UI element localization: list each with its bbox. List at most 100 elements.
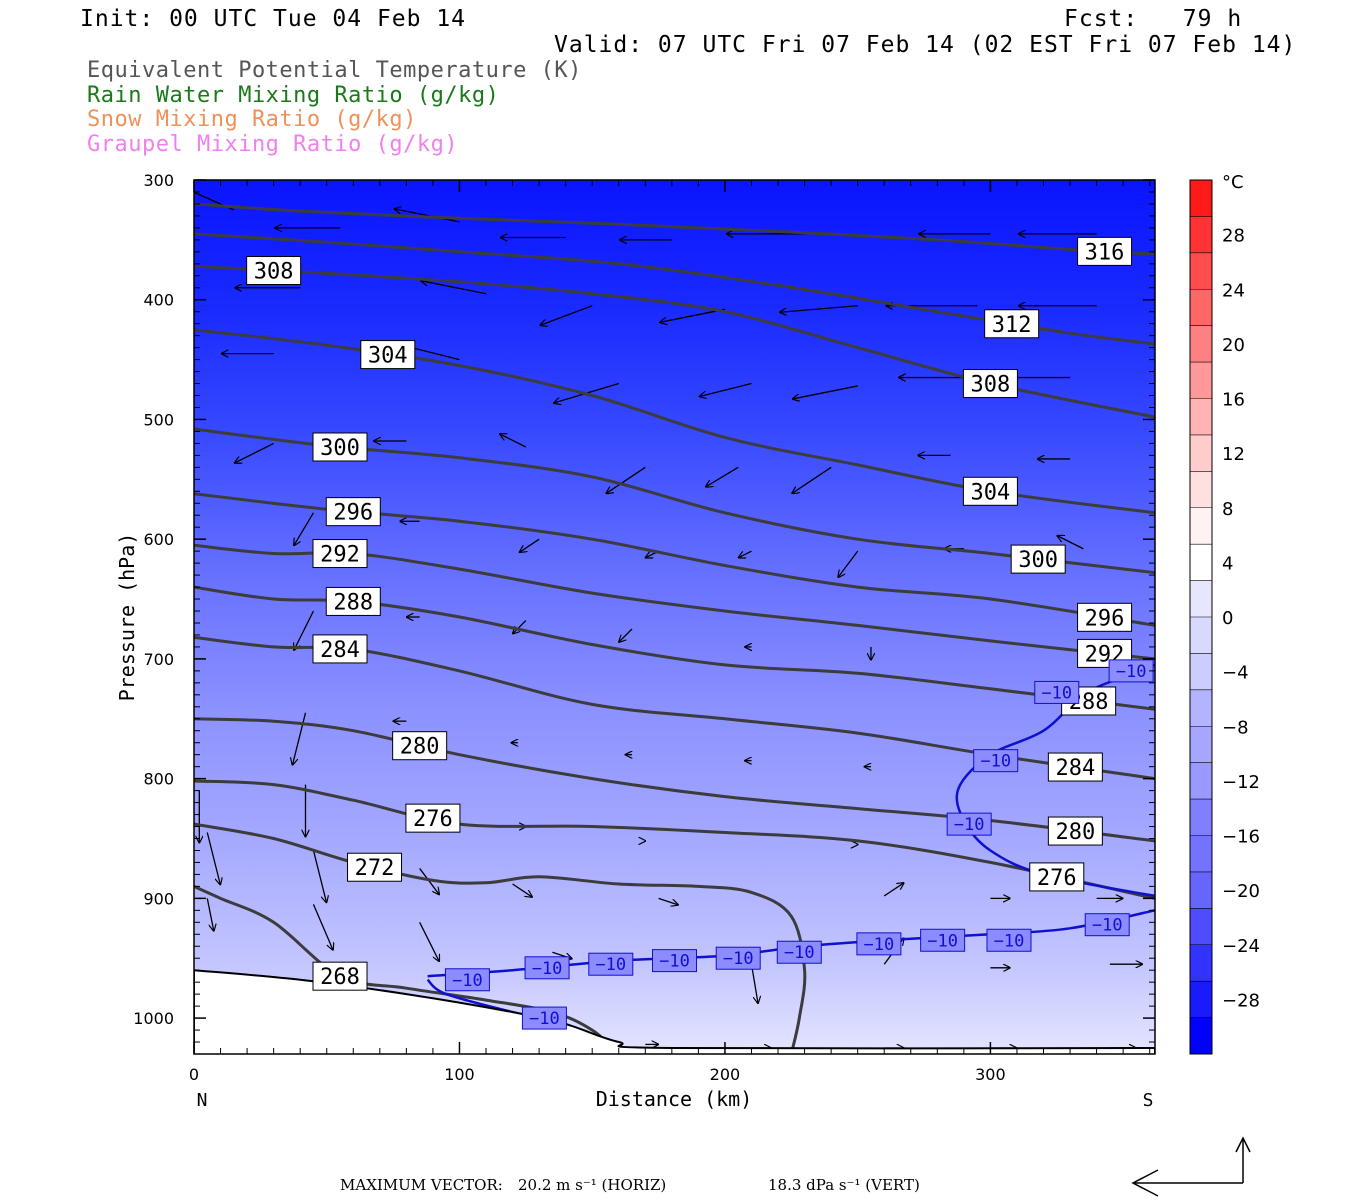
theta-e-label-284: 284 (312, 634, 368, 664)
colorbar-label: −16 (1222, 827, 1260, 848)
svg-text:296: 296 (1085, 606, 1125, 631)
colorbar-swatch (1190, 398, 1212, 436)
colorbar-swatch (1190, 252, 1212, 290)
wind-vector-arrow (206, 898, 214, 931)
wind-vector-arrow (500, 434, 527, 448)
svg-text:292: 292 (320, 543, 360, 568)
wind-vector-arrow (838, 550, 859, 577)
svg-text:−10: −10 (1092, 916, 1123, 936)
colorbar-swatch (1190, 362, 1212, 399)
temperature-label-minus10: −10 (524, 956, 570, 980)
svg-text:268: 268 (320, 965, 360, 990)
wind-vector-arrow (235, 442, 274, 463)
max-vector-vert: 18.3 dPa s⁻¹ (VERT) (768, 1176, 920, 1194)
wind-vector-arrow (699, 382, 752, 397)
theta-e-label-280: 280 (392, 731, 448, 761)
svg-text:276: 276 (413, 807, 453, 832)
y-tick-label: 500 (143, 410, 174, 429)
svg-text:−10: −10 (659, 952, 690, 972)
init-time: Init: 00 UTC Tue 04 Feb 14 (80, 6, 467, 32)
svg-text:−10: −10 (595, 955, 626, 975)
colorbar-swatch (1190, 689, 1212, 727)
svg-text:304: 304 (368, 344, 408, 369)
svg-text:−10: −10 (994, 931, 1025, 951)
wind-vector-arrow (793, 385, 858, 399)
colorbar-label: 24 (1222, 280, 1245, 301)
wind-vector-arrow (407, 347, 460, 361)
wind-vectors (194, 191, 1142, 1048)
wind-vector-arrow (513, 620, 527, 634)
x-tick-label: 200 (710, 1065, 741, 1084)
wind-vector-arrow (780, 305, 858, 313)
svg-text:304: 304 (971, 480, 1011, 505)
temperature-label-minus10: −10 (1034, 680, 1080, 704)
max-vector-horiz: 20.2 m s⁻¹ (HORIZ) (518, 1176, 667, 1194)
colorbar-swatch (1190, 580, 1212, 618)
colorbar-swatch (1190, 653, 1212, 691)
colorbar-label: 8 (1222, 499, 1233, 520)
svg-text:−10: −10 (532, 959, 563, 979)
svg-text:−10: −10 (1041, 683, 1072, 703)
svg-text:−10: −10 (723, 949, 754, 969)
colorbar-swatch (1190, 289, 1212, 327)
wind-vector-arrow (206, 832, 220, 885)
svg-text:−10: −10 (864, 935, 895, 955)
wind-vector-arrow (658, 897, 679, 905)
temperature-label-minus10: −10 (588, 952, 634, 976)
wind-vector-arrow (421, 281, 487, 295)
wind-vector-arrow (619, 628, 633, 642)
svg-text:280: 280 (1055, 820, 1095, 845)
wind-vector-arrow (750, 964, 758, 1003)
wind-vector-arrow (394, 209, 460, 223)
colorbar-label: −12 (1222, 772, 1260, 793)
svg-text:276: 276 (1037, 866, 1077, 891)
colorbar-swatch (1190, 726, 1212, 764)
wind-vector-arrow (883, 883, 904, 897)
colorbar-swatch (1190, 544, 1212, 582)
svg-text:−10: −10 (980, 752, 1011, 772)
y-tick-label: 400 (143, 291, 174, 310)
wind-vector-arrow (1057, 536, 1084, 550)
temperature-label-minus10: −10 (946, 812, 992, 836)
svg-text:296: 296 (333, 501, 373, 526)
theta-e-label-268: 268 (312, 961, 368, 991)
temperature-label-minus10: −10 (1108, 659, 1154, 683)
theta-e-label-280: 280 (1047, 816, 1103, 846)
wind-vector-arrow (706, 466, 739, 487)
wind-vector-arrow (540, 305, 593, 326)
colorbar-label: 12 (1222, 444, 1245, 465)
colorbar-label: −4 (1222, 663, 1249, 684)
svg-text:308: 308 (971, 373, 1011, 398)
theta-e-label-316: 316 (1077, 236, 1133, 266)
temperature-label-minus10: −10 (776, 940, 822, 964)
legend-rain-water: Rain Water Mixing Ratio (g/kg) (87, 83, 500, 108)
y-tick-label: 800 (143, 770, 174, 789)
colorbar-swatch (1190, 507, 1212, 545)
theta-e-label-300: 300 (1010, 544, 1066, 574)
colorbar-unit: °C (1222, 172, 1244, 193)
theta-e-label-288: 288 (325, 586, 381, 616)
wind-vector-arrow (606, 466, 646, 493)
x-axis-label: Distance (km) (596, 1087, 753, 1111)
x-tick-label: 100 (444, 1065, 475, 1084)
wind-vector-arrow (738, 550, 752, 558)
y-tick-label: 600 (143, 530, 174, 549)
wind-vector-arrow (512, 883, 533, 897)
theta-e-label-296: 296 (325, 497, 381, 527)
theta-e-label-276: 276 (405, 803, 461, 833)
colorbar-swatch (1190, 471, 1212, 509)
theta-e-label-284: 284 (1047, 752, 1103, 782)
theta-e-label-304: 304 (360, 340, 416, 370)
theta-e-contour-288 (194, 585, 1155, 711)
theta-e-contour-272 (194, 822, 807, 1054)
y-axis-label: Pressure (hPa) (115, 533, 139, 702)
svg-text:284: 284 (1055, 756, 1095, 781)
colorbar-label: 16 (1222, 390, 1245, 411)
colorbar-swatch (1190, 908, 1212, 946)
theta-e-label-296: 296 (1077, 602, 1133, 632)
x-tick-label: 300 (975, 1065, 1006, 1084)
theta-e-label-272: 272 (347, 852, 403, 882)
wind-vector-arrow (792, 466, 832, 493)
theta-e-label-308: 308 (962, 369, 1018, 399)
temperature-label-minus10: −10 (1084, 913, 1130, 937)
